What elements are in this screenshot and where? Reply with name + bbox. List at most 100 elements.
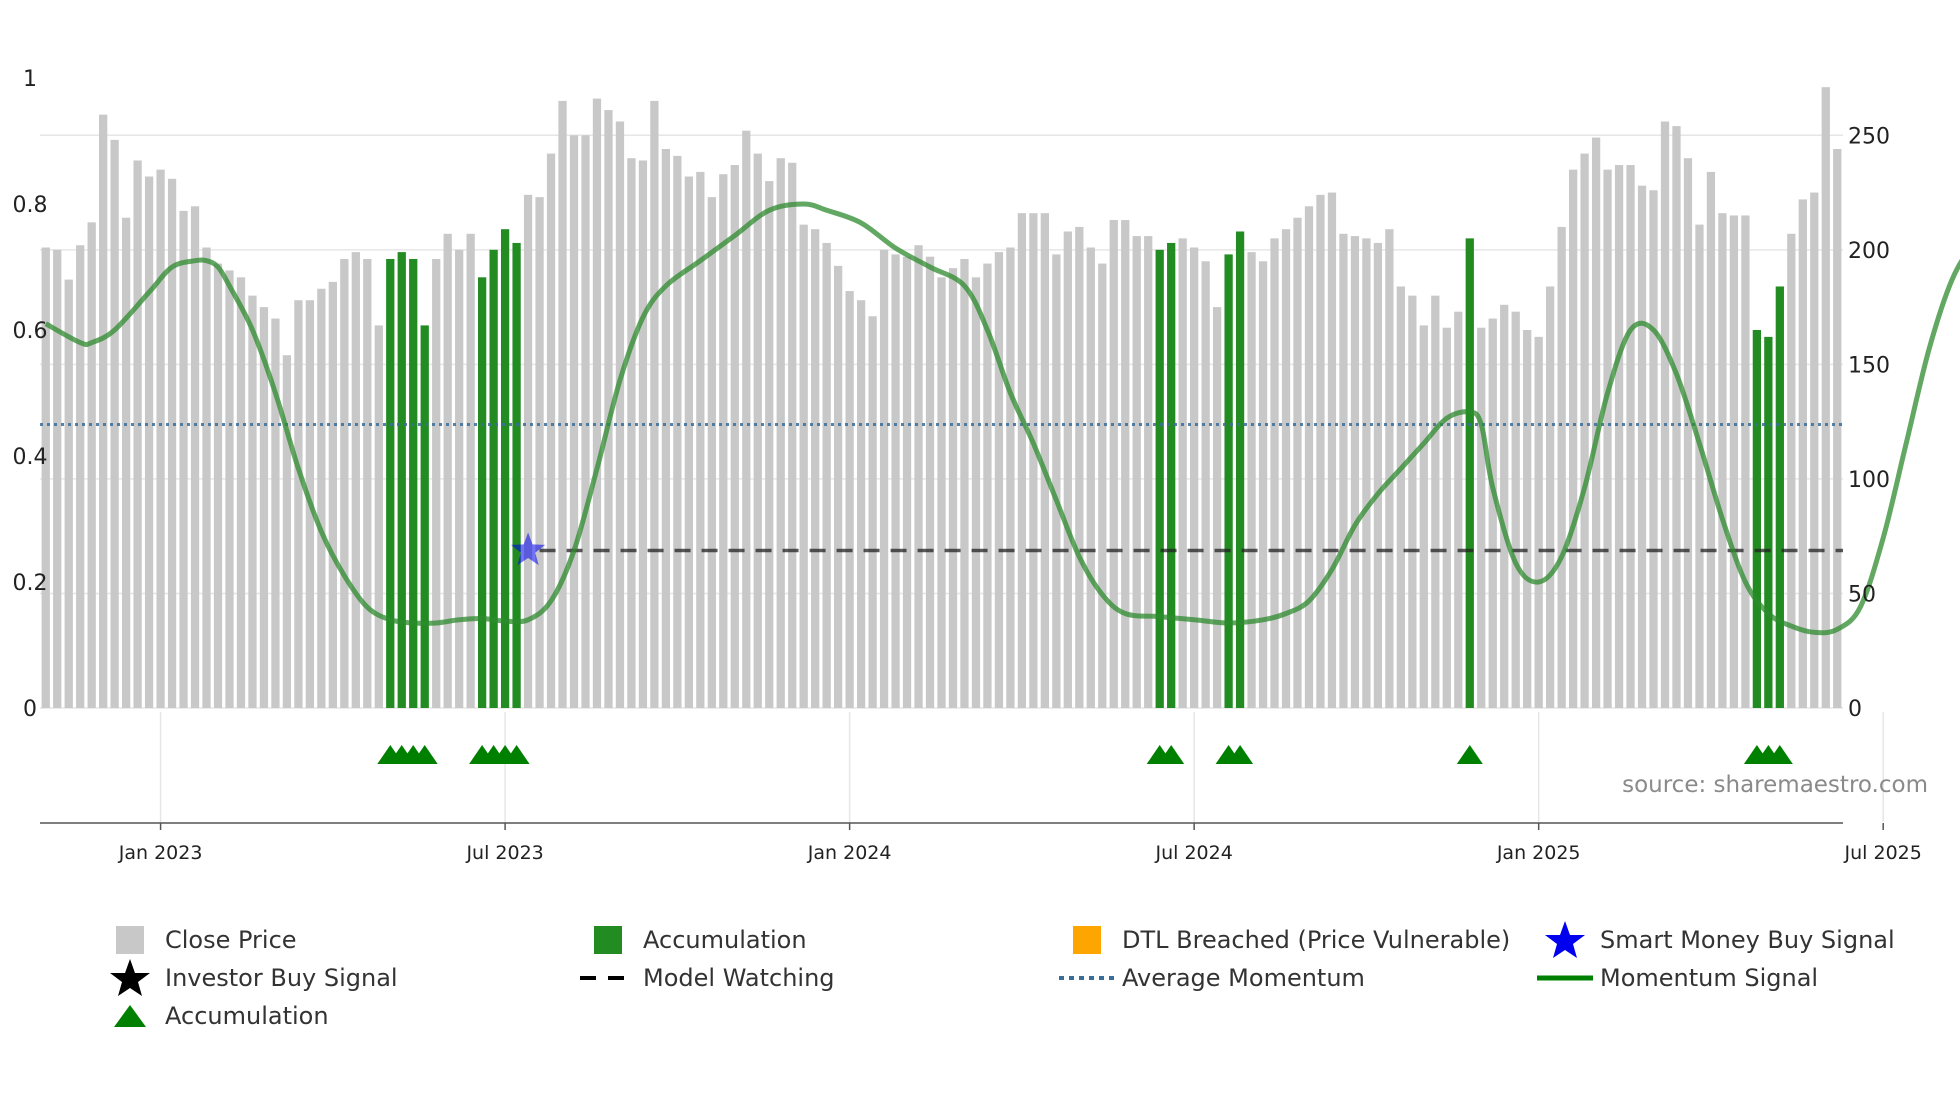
close-price-bar <box>1121 220 1130 708</box>
close-price-bar <box>788 162 797 708</box>
close-price-bar <box>156 169 165 709</box>
close-price-bar <box>673 155 682 708</box>
close-price-bar <box>328 281 337 708</box>
close-price-bar <box>765 181 774 708</box>
legend-accumulation-marker: Accumulation <box>95 998 329 1034</box>
dtl-breached-swatch <box>1073 926 1101 954</box>
legend-label: Smart Money Buy Signal <box>1600 926 1895 954</box>
close-price-bar <box>925 256 935 708</box>
close-price-bar <box>535 197 544 709</box>
accumulation-bars <box>386 229 1784 709</box>
close-price-bar <box>248 295 257 708</box>
accumulation-bar <box>1235 231 1245 708</box>
right-axis-tick-label: 0 <box>1848 697 1862 722</box>
close-price-bar <box>1477 327 1486 708</box>
close-price-bar <box>879 249 889 708</box>
accumulation-triangle <box>411 745 438 764</box>
close-price-bar <box>902 256 912 708</box>
close-price-bar <box>1098 263 1107 708</box>
close-price-bar <box>1258 261 1268 708</box>
right-axis-tick-label: 100 <box>1848 468 1890 493</box>
close-price-bar <box>742 130 751 708</box>
close-price-bar <box>1362 238 1371 708</box>
close-price-bar <box>604 110 613 708</box>
close-price-bar <box>592 98 602 709</box>
close-price-bar <box>1534 336 1543 708</box>
legend-model-watching: Model Watching <box>573 960 835 996</box>
accumulation-triangle <box>1227 745 1254 764</box>
legend-label: Close Price <box>165 926 297 954</box>
dotted-line-icon <box>1059 976 1115 980</box>
close-price-bar <box>282 355 292 708</box>
blue-star-icon <box>1545 921 1585 958</box>
accumulation-bar <box>397 252 406 709</box>
close-price-bar <box>799 224 808 709</box>
legend-smart-money: Smart Money Buy Signal <box>1530 921 1895 958</box>
close-price-bars <box>41 87 1842 709</box>
close-price-bar <box>1201 261 1210 708</box>
accumulation-triangle <box>1766 745 1793 764</box>
close-price-bar <box>1431 295 1440 708</box>
close-price-bar <box>1523 330 1532 708</box>
close-price-bar <box>1614 165 1624 708</box>
close-price-bar <box>443 233 452 709</box>
close-price-bar <box>432 258 441 708</box>
close-price-bar <box>41 247 50 708</box>
close-price-bar <box>1339 233 1348 709</box>
left-axis-tick-label: 0.8 <box>13 193 48 218</box>
close-price-bar <box>1212 307 1222 708</box>
close-price-bar <box>1373 242 1383 709</box>
close-price-bar <box>1190 247 1199 708</box>
close-price-bar <box>948 268 958 708</box>
close-price-bar <box>856 300 866 708</box>
close-price-bar <box>1695 224 1704 709</box>
legend: Close Price Accumulation DTL Breached (P… <box>0 918 1960 1038</box>
close-price-bar <box>76 245 85 708</box>
close-price-bar <box>1706 171 1716 709</box>
close-price-bar <box>271 318 280 708</box>
legend-label: Momentum Signal <box>1600 964 1819 992</box>
legend-momentum-signal: Momentum Signal <box>1530 960 1818 996</box>
close-price-bar <box>1454 311 1463 708</box>
close-price-bar <box>891 254 900 708</box>
close-price-bar <box>845 291 854 708</box>
dashed-line-icon <box>580 976 636 980</box>
close-price-bar <box>730 165 739 708</box>
close-price-bar <box>546 153 556 709</box>
solid-line-icon <box>1537 975 1593 981</box>
close-price-bar <box>719 174 728 708</box>
x-tick-label: Jan 2023 <box>118 842 203 864</box>
black-star-icon <box>110 959 150 996</box>
close-price-bar <box>937 277 946 708</box>
legend-accumulation-bar: Accumulation <box>573 922 807 958</box>
accumulation-bar <box>1155 249 1164 708</box>
close-price-bar <box>776 158 785 708</box>
close-price-bar <box>684 176 693 708</box>
close-price-bar <box>1385 229 1394 708</box>
close-price-bar <box>558 100 567 709</box>
triangle-up-icon <box>114 1005 146 1027</box>
close-price-bar <box>1442 327 1451 708</box>
accumulation-markers <box>377 745 1793 764</box>
close-price-bar <box>144 176 154 708</box>
close-price-bar <box>1040 213 1049 708</box>
right-axis-tick-label: 200 <box>1848 239 1890 264</box>
close-price-bar <box>1488 318 1497 708</box>
close-price-bar <box>1017 213 1027 708</box>
close-price-bar <box>1787 233 1796 709</box>
close-price-bar <box>1063 231 1072 708</box>
x-tick-label: Jan 2025 <box>1496 842 1581 864</box>
close-price-bar <box>190 206 200 709</box>
accumulation-bar <box>1775 286 1784 708</box>
close-price-bar <box>638 160 648 709</box>
close-price-bar <box>1006 247 1015 708</box>
close-price-bar <box>64 279 73 708</box>
close-price-bar <box>1833 149 1842 708</box>
close-price-bar <box>753 153 762 709</box>
close-price-bar <box>523 194 533 708</box>
accumulation-triangle <box>503 745 530 764</box>
close-price-bar <box>650 100 659 709</box>
legend-label: Accumulation <box>643 926 807 954</box>
left-axis-tick-label: 1 <box>23 67 37 92</box>
close-price-bar <box>1568 169 1578 709</box>
